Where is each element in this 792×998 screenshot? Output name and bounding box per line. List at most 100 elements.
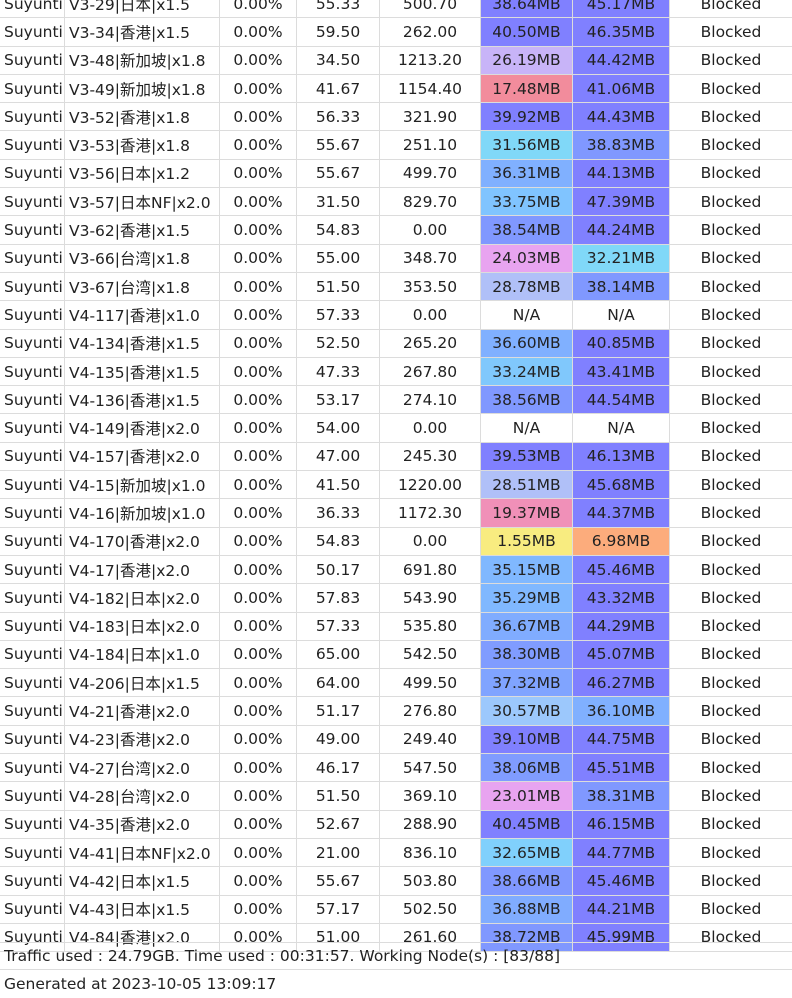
max-speed-cell: 43.41MB	[573, 357, 670, 386]
ping-cell: 46.17	[297, 754, 380, 782]
remarks-cell: V4-136|香港|x1.5	[65, 386, 220, 414]
ping-cell: 47.33	[297, 357, 380, 386]
loss-cell: 0.00%	[220, 499, 297, 527]
ping-cell: 54.00	[297, 414, 380, 442]
max-speed-cell: 44.54MB	[573, 386, 670, 414]
rtt-cell: 0.00	[380, 216, 481, 244]
ping-cell: 65.00	[297, 640, 380, 669]
max-speed-cell: 46.15MB	[573, 810, 670, 838]
avg-speed-cell: N/A	[481, 301, 573, 329]
rtt-cell: 1154.40	[380, 74, 481, 103]
group-cell: Suyunti	[0, 527, 65, 555]
udp-cell: Blocked	[700, 22, 762, 41]
group-cell: Suyunti	[0, 131, 65, 159]
ping-cell: 57.17	[297, 895, 380, 923]
avg-speed-cell: 38.56MB	[481, 386, 573, 414]
remarks-cell: V4-135|香港|x1.5	[65, 357, 220, 386]
ping-cell: 54.83	[297, 216, 380, 244]
ping-cell: 47.00	[297, 442, 380, 471]
ping-cell: 55.67	[297, 131, 380, 159]
remarks-cell: V3-48|新加坡|x1.8	[65, 46, 220, 74]
max-speed-cell: 45.07MB	[573, 640, 670, 669]
loss-cell: 0.00%	[220, 838, 297, 867]
group-cell: Suyunti	[0, 0, 65, 18]
table-row: Suyunti V3-48|新加坡|x1.8 0.00% 34.50 1213.20 26…	[0, 46, 792, 75]
max-speed-cell: 32.21MB	[573, 244, 670, 272]
rtt-cell: 0.00	[380, 527, 481, 555]
udp-cell: Blocked	[700, 305, 762, 324]
ping-cell: 59.50	[297, 18, 380, 46]
group-cell: Suyunti	[0, 838, 65, 867]
udp-cell: Blocked	[700, 843, 762, 862]
udp-cell: Blocked	[700, 419, 762, 438]
ping-cell: 52.67	[297, 810, 380, 838]
rtt-cell: 543.90	[380, 584, 481, 612]
max-speed-cell: 44.42MB	[573, 46, 670, 74]
ping-cell: 49.00	[297, 725, 380, 754]
remarks-cell: V4-134|香港|x1.5	[65, 329, 220, 357]
udp-cell: Blocked	[700, 79, 762, 98]
udp-cell: Blocked	[700, 51, 762, 70]
avg-speed-cell: N/A	[481, 414, 573, 442]
group-cell: Suyunti	[0, 640, 65, 669]
max-speed-cell: 43.32MB	[573, 584, 670, 612]
rtt-cell: 274.10	[380, 386, 481, 414]
avg-speed-cell: 30.57MB	[481, 697, 573, 725]
max-speed-cell: 38.83MB	[573, 131, 670, 159]
avg-speed-cell: 38.06MB	[481, 754, 573, 782]
group-cell: Suyunti	[0, 697, 65, 725]
remarks-cell: V4-184|日本|x1.0	[65, 640, 220, 669]
udp-cell: Blocked	[700, 758, 762, 777]
avg-speed-cell: 38.64MB	[481, 0, 573, 18]
loss-cell: 0.00%	[220, 18, 297, 46]
avg-speed-cell: 36.67MB	[481, 612, 573, 640]
avg-speed-cell: 38.30MB	[481, 640, 573, 669]
max-speed-cell: N/A	[573, 414, 670, 442]
avg-speed-cell: 39.10MB	[481, 725, 573, 754]
udp-cell: Blocked	[700, 362, 762, 381]
max-speed-cell: 44.77MB	[573, 838, 670, 867]
table-row: Suyunti V4-182|日本|x2.0 0.00% 57.83 543.90 35.…	[0, 584, 792, 613]
ping-cell: 34.50	[297, 46, 380, 74]
generated-timestamp: Generated at 2023-10-05 13:09:17	[4, 975, 277, 993]
avg-speed-cell: 24.03MB	[481, 244, 573, 272]
remarks-cell: V4-182|日本|x2.0	[65, 584, 220, 612]
remarks-cell: V4-28|台湾|x2.0	[65, 782, 220, 810]
table-row: Suyunti V4-41|日本NF|x2.0 0.00% 21.00 836.10 32…	[0, 838, 792, 868]
table-row: Suyunti V4-16|新加坡|x1.0 0.00% 36.33 1172.30 19…	[0, 499, 792, 528]
max-speed-cell: 44.29MB	[573, 612, 670, 640]
ping-cell: 21.00	[297, 838, 380, 867]
max-speed-cell: 46.13MB	[573, 442, 670, 471]
table-row: Suyunti V3-57|日本NF|x2.0 0.00% 31.50 829.70 33…	[0, 188, 792, 217]
table-row: Suyunti V3-49|新加坡|x1.8 0.00% 41.67 1154.40 17…	[0, 74, 792, 104]
avg-speed-cell: 1.55MB	[481, 527, 573, 555]
group-cell: Suyunti	[0, 159, 65, 188]
group-cell: Suyunti	[0, 244, 65, 272]
loss-cell: 0.00%	[220, 754, 297, 782]
group-cell: Suyunti	[0, 810, 65, 838]
loss-cell: 0.00%	[220, 244, 297, 272]
remarks-cell: V4-117|香港|x1.0	[65, 301, 220, 329]
group-cell: Suyunti	[0, 867, 65, 895]
udp-cell: Blocked	[700, 871, 762, 890]
table-row: Suyunti V4-27|台湾|x2.0 0.00% 46.17 547.50 38.0…	[0, 754, 792, 783]
results-table: Suyunti V3-29|日本|x1.5 0.00% 55.33 500.70 38.6…	[0, 0, 792, 953]
max-speed-cell: 41.06MB	[573, 74, 670, 103]
max-speed-cell: 45.68MB	[573, 471, 670, 499]
loss-cell: 0.00%	[220, 74, 297, 103]
loss-cell: 0.00%	[220, 103, 297, 131]
udp-cell: Blocked	[700, 673, 762, 692]
loss-cell: 0.00%	[220, 527, 297, 555]
remarks-cell: V4-206|日本|x1.5	[65, 669, 220, 697]
group-cell: Suyunti	[0, 301, 65, 329]
max-speed-cell: 38.31MB	[573, 782, 670, 810]
avg-speed-cell: 33.24MB	[481, 357, 573, 386]
avg-speed-cell: 31.56MB	[481, 131, 573, 159]
loss-cell: 0.00%	[220, 272, 297, 301]
rtt-cell: 547.50	[380, 754, 481, 782]
ping-cell: 36.33	[297, 499, 380, 527]
group-cell: Suyunti	[0, 584, 65, 612]
rtt-cell: 691.80	[380, 555, 481, 584]
remarks-cell: V4-43|日本|x1.5	[65, 895, 220, 923]
udp-cell: Blocked	[700, 900, 762, 919]
